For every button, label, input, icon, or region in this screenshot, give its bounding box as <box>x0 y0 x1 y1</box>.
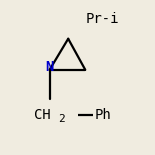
Text: CH: CH <box>34 108 51 122</box>
Text: 2: 2 <box>58 114 65 124</box>
Text: Pr-i: Pr-i <box>85 12 119 26</box>
Text: N: N <box>45 60 54 74</box>
Text: Ph: Ph <box>95 108 111 122</box>
